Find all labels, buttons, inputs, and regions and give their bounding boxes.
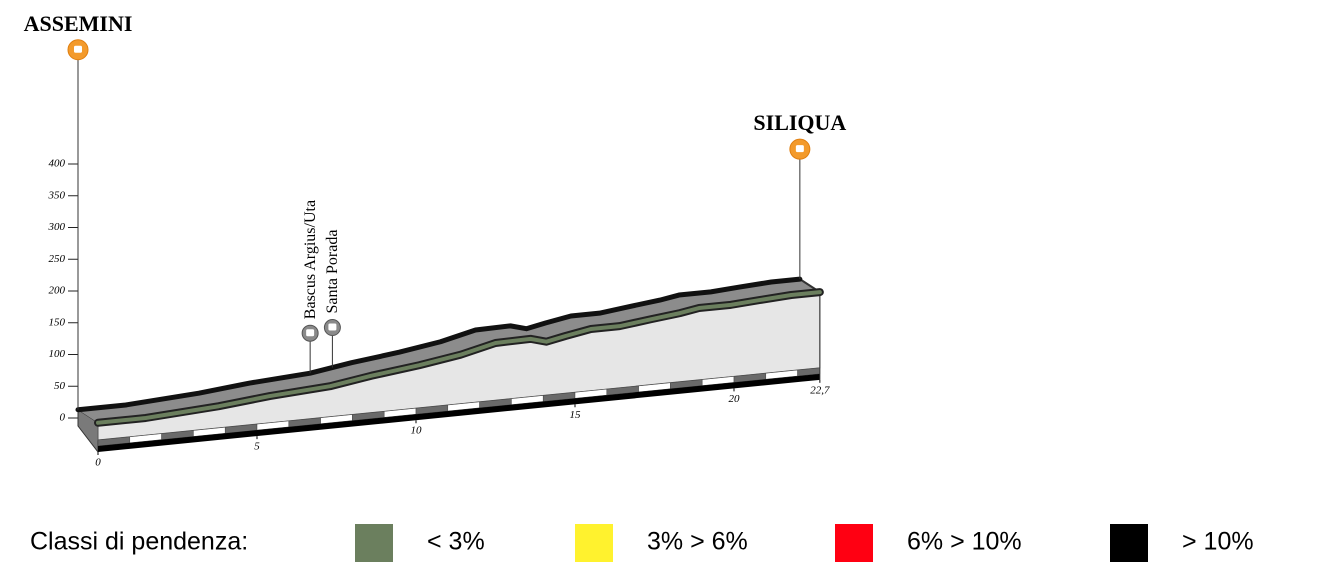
legend-swatch [1110, 524, 1148, 562]
legend-title: Classi di pendenza: [30, 528, 248, 556]
legend-swatch [355, 524, 393, 562]
place-icon-glyph [74, 45, 82, 53]
x-tick-label: 0 [95, 457, 101, 469]
y-tick-label: 400 [49, 158, 66, 170]
y-tick-label: 0 [60, 412, 66, 424]
x-tick-label: 22,7 [810, 384, 830, 396]
legend-label: 6% > 10% [907, 528, 1022, 556]
place-icon-glyph [795, 145, 804, 153]
y-tick-label: 200 [49, 285, 66, 297]
profile-back-line [75, 276, 803, 413]
place-icon-glyph [328, 323, 337, 331]
y-tick-label: 100 [49, 348, 66, 360]
top-surface [78, 279, 820, 423]
place-label: Santa Porada [324, 230, 341, 314]
y-tick-label: 50 [54, 380, 66, 392]
y-tick-label: 300 [48, 221, 66, 233]
place-icon-glyph [306, 329, 315, 337]
distance-strip-base [98, 373, 820, 452]
x-tick-label: 5 [254, 441, 260, 453]
front-face [97, 291, 821, 441]
profile-line [96, 290, 822, 425]
legend-swatch [575, 524, 613, 562]
place-label: SILIQUA [753, 110, 846, 135]
legend-swatch [835, 524, 873, 562]
y-tick-label: 350 [48, 189, 66, 201]
y-tick-label: 150 [49, 316, 66, 328]
x-tick-label: 15 [570, 409, 582, 421]
place-label: Bascus Argius/Uta [302, 200, 319, 319]
place-label: ASSEMINI [24, 11, 133, 36]
legend-label: 3% > 6% [647, 528, 748, 556]
x-tick-label: 10 [411, 425, 423, 437]
legend-label: > 10% [1182, 528, 1254, 556]
y-tick-label: 250 [49, 253, 66, 265]
x-tick-label: 20 [729, 393, 741, 405]
legend-label: < 3% [427, 528, 485, 556]
